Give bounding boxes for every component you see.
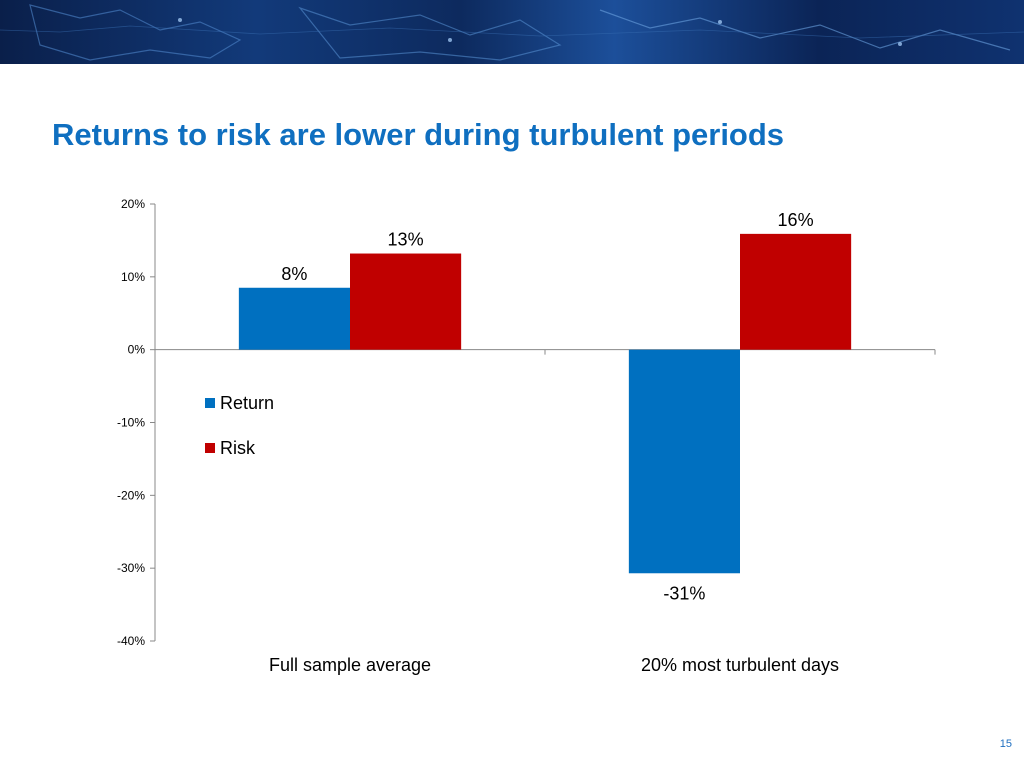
y-tick-label: -40% [117,634,145,648]
y-tick-label: -20% [117,488,145,502]
data-label: -31% [663,583,705,603]
world-map-banner-image [0,4,1024,61]
legend-swatch-risk [205,443,215,453]
header-banner [0,0,1024,64]
slide-title: Returns to risk are lower during turbule… [52,117,785,152]
bar-return [628,349,740,574]
data-label: 13% [388,230,424,250]
category-label: 20% most turbulent days [641,655,839,675]
y-tick-label: 0% [128,343,146,357]
y-tick-label: -10% [117,416,145,430]
page-number: 15 [999,738,1012,750]
y-tick-label: 20% [121,197,145,211]
data-label: 8% [281,264,307,284]
bar-risk [740,233,852,350]
data-label: 16% [778,210,814,230]
legend-swatch-return [205,398,215,408]
category-label: Full sample average [269,655,431,675]
legend-label-return: Return [220,393,274,413]
y-tick-label: -30% [117,561,145,575]
legend-label-risk: Risk [220,438,256,458]
bar-risk [350,253,462,350]
y-tick-label: 10% [121,270,145,284]
bar-return [238,287,350,350]
